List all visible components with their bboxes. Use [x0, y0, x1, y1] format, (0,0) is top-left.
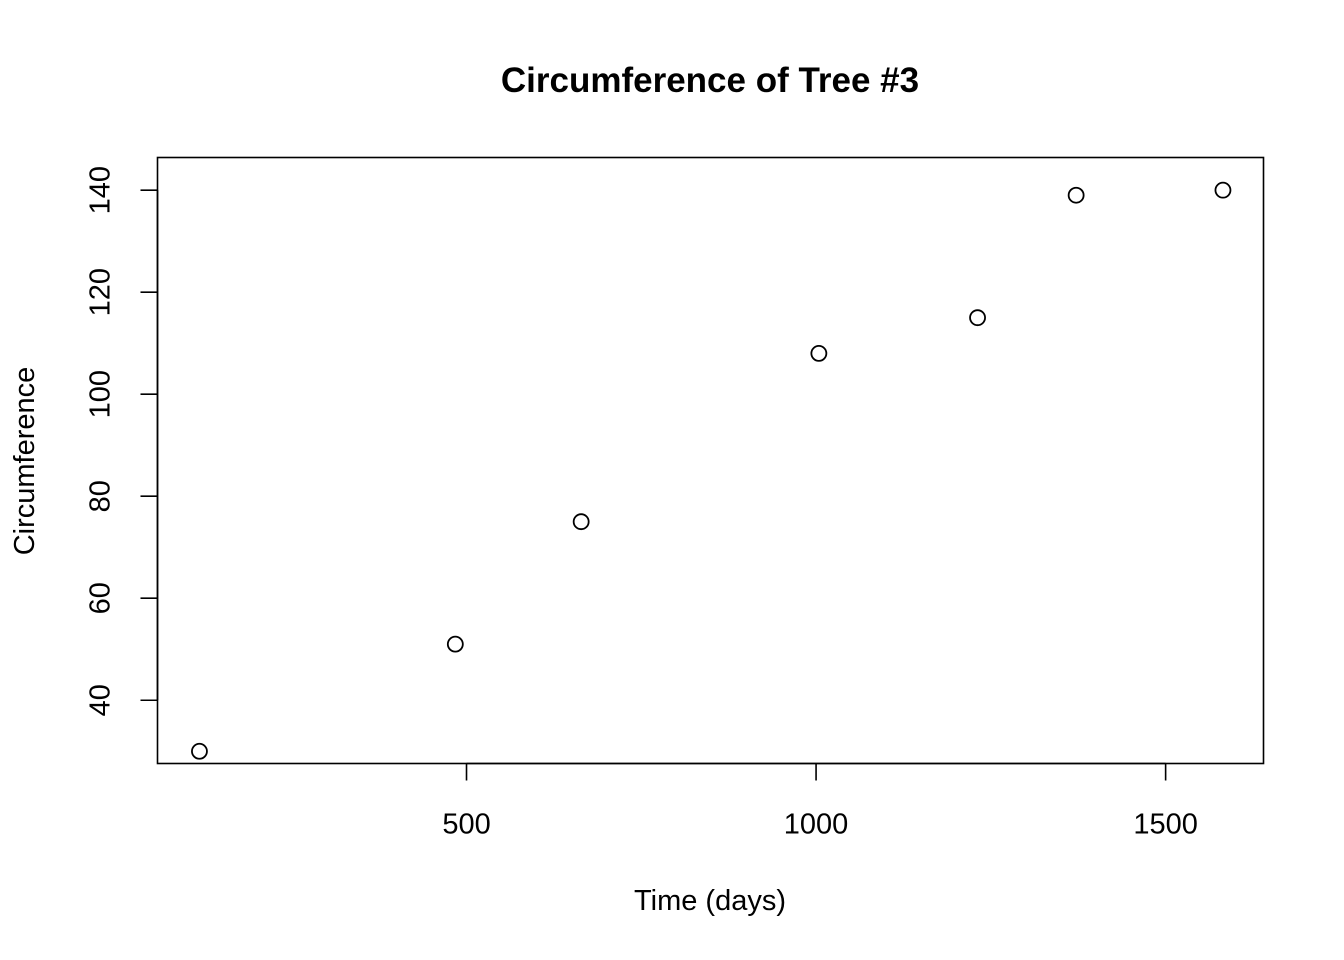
x-tick-label: 1500 [1133, 809, 1198, 841]
plot-frame [156, 156, 1265, 765]
y-axis: 40 60 80 100 120 140 [85, 166, 159, 716]
data-point [191, 742, 208, 760]
data-point [1214, 181, 1232, 199]
x-axis-label: Time (days) [634, 885, 786, 917]
y-tick-label: 100 [85, 370, 117, 418]
data-point [810, 344, 828, 362]
data-point [446, 635, 464, 653]
data-points [191, 181, 1232, 760]
y-axis-label: Circumference [9, 367, 41, 556]
y-tick-label: 60 [85, 582, 117, 614]
x-tick-label: 1000 [784, 809, 849, 841]
data-point [572, 513, 590, 531]
y-tick-label: 80 [85, 480, 117, 512]
y-tick-label: 40 [85, 684, 117, 716]
data-point [1067, 186, 1085, 204]
chart-title: Circumference of Tree #3 [501, 61, 919, 100]
x-axis: 500 1000 1500 [442, 762, 1198, 841]
x-tick-label: 500 [442, 809, 490, 841]
y-tick-label: 120 [85, 268, 117, 316]
data-point [969, 309, 986, 327]
y-tick-label: 140 [85, 166, 117, 214]
